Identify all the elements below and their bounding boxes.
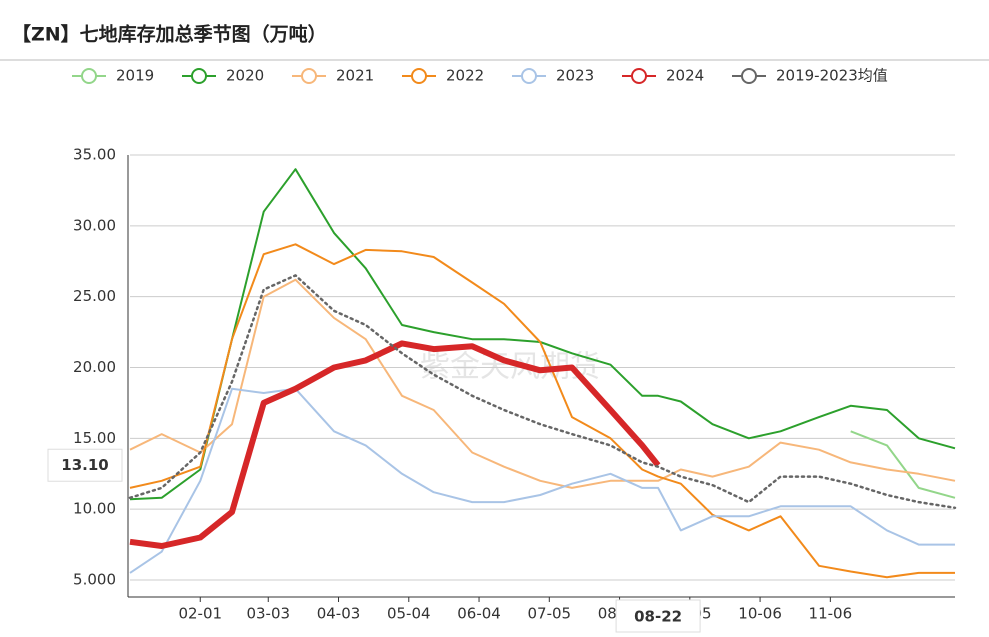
x-tick-label: 03-03 <box>246 605 290 623</box>
x-tick-label: 10-06 <box>738 605 782 623</box>
crosshair-x-box <box>615 599 701 633</box>
legend-label: 2019 <box>116 67 154 85</box>
series-line <box>850 430 956 499</box>
series-line <box>129 168 956 501</box>
crosshair-y-box <box>47 448 123 482</box>
series-line <box>129 243 955 579</box>
legend-label: 2024 <box>666 67 704 85</box>
chart-title: 【ZN】七地库存加总季节图（万吨） <box>12 23 327 46</box>
series-line <box>128 274 957 510</box>
y-tick-label: 35.00 <box>73 146 116 164</box>
x-tick-label: 07-05 <box>528 605 572 623</box>
y-tick-label: 10.00 <box>73 500 116 518</box>
x-tick-label: 06-04 <box>457 605 501 623</box>
legend-label: 2022 <box>446 67 484 85</box>
y-tick-label: 15.00 <box>73 429 116 447</box>
legend-marker <box>521 68 537 84</box>
y-tick-label: 5.000 <box>73 571 116 589</box>
series-line <box>129 278 956 489</box>
legend-marker <box>301 68 317 84</box>
crosshair-y-label: 13.10 <box>61 456 108 474</box>
y-tick-label: 25.00 <box>73 287 116 305</box>
legend-marker <box>741 68 757 84</box>
series-line <box>129 387 955 574</box>
crosshair-x-label: 08-22 <box>634 608 682 626</box>
legend-label: 2023 <box>556 67 594 85</box>
y-tick-label: 20.00 <box>73 358 116 376</box>
legend-marker <box>191 68 207 84</box>
legend-label: 2020 <box>226 67 264 85</box>
x-tick-label: 05-04 <box>387 605 431 623</box>
legend-label: 2019-2023均值 <box>776 67 888 85</box>
series-line <box>129 340 661 549</box>
x-tick-label: 11-06 <box>809 605 853 623</box>
x-tick-label: 02-01 <box>178 605 222 623</box>
legend-marker <box>631 68 647 84</box>
y-tick-label: 30.00 <box>73 216 116 234</box>
legend-marker <box>411 68 427 84</box>
x-tick-label: 04-03 <box>317 605 361 623</box>
legend-marker <box>81 68 97 84</box>
legend-label: 2021 <box>336 67 374 85</box>
